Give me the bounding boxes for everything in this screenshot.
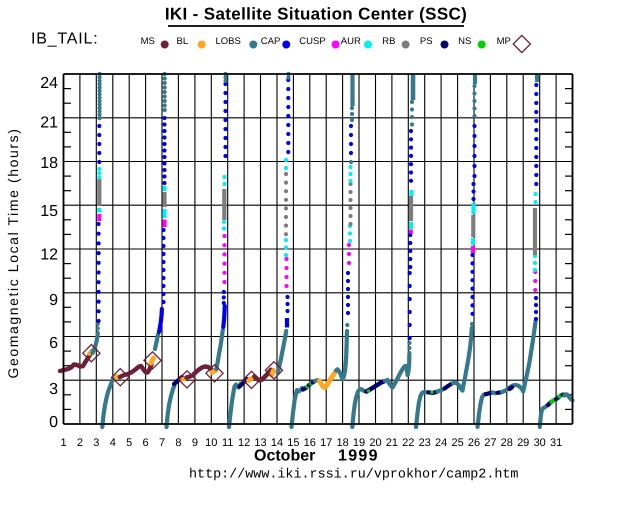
- svg-text:30: 30: [534, 437, 546, 449]
- svg-text:11: 11: [222, 437, 233, 449]
- svg-text:29: 29: [517, 437, 529, 449]
- svg-text:13: 13: [254, 437, 266, 449]
- svg-text:October: October: [254, 448, 315, 465]
- svg-text:1: 1: [60, 437, 66, 449]
- svg-text:2: 2: [77, 437, 83, 449]
- svg-text:26: 26: [468, 437, 480, 449]
- svg-text:7: 7: [159, 437, 165, 449]
- svg-text:12: 12: [238, 437, 250, 449]
- svg-text:25: 25: [451, 437, 463, 449]
- svg-text:17: 17: [320, 437, 332, 449]
- svg-text:3: 3: [49, 381, 58, 398]
- svg-text:8: 8: [175, 437, 181, 449]
- svg-text:22: 22: [402, 437, 414, 449]
- svg-text:http://www.iki.rssi.ru/vprokho: http://www.iki.rssi.ru/vprokhor/camp2.ht…: [189, 468, 518, 483]
- svg-text:1999: 1999: [338, 448, 379, 465]
- svg-text:12: 12: [40, 246, 58, 263]
- svg-text:6: 6: [49, 335, 58, 352]
- svg-text:PS: PS: [420, 36, 433, 47]
- svg-text:15: 15: [40, 203, 58, 220]
- svg-text:9: 9: [49, 292, 58, 309]
- svg-text:4: 4: [110, 437, 116, 449]
- svg-text:RB: RB: [382, 36, 395, 47]
- svg-text:23: 23: [419, 437, 431, 449]
- svg-text:IB_TAIL:: IB_TAIL:: [31, 31, 98, 48]
- svg-text:AUR: AUR: [341, 36, 361, 47]
- svg-text:Geomagnetic Local Time (hours): Geomagnetic Local Time (hours): [5, 127, 21, 378]
- svg-text:24: 24: [435, 437, 447, 449]
- svg-text:5: 5: [126, 437, 132, 449]
- svg-text:21: 21: [40, 114, 58, 131]
- svg-text:16: 16: [304, 437, 316, 449]
- svg-text:CUSP: CUSP: [299, 36, 325, 47]
- svg-text:21: 21: [386, 437, 398, 449]
- svg-text:3: 3: [93, 437, 99, 449]
- svg-text:CAP: CAP: [261, 36, 281, 47]
- svg-text:18: 18: [336, 437, 348, 449]
- svg-text:IKI - Satellite Situation Cent: IKI - Satellite Situation Center (SSC): [165, 5, 467, 24]
- svg-text:28: 28: [501, 437, 513, 449]
- svg-text:6: 6: [143, 437, 149, 449]
- svg-text:0: 0: [49, 414, 58, 431]
- svg-text:BL: BL: [177, 36, 189, 47]
- svg-text:9: 9: [192, 437, 198, 449]
- svg-text:27: 27: [484, 437, 496, 449]
- svg-text:18: 18: [40, 155, 58, 172]
- svg-text:24: 24: [40, 75, 58, 92]
- svg-text:19: 19: [353, 437, 365, 449]
- svg-text:NS: NS: [458, 36, 471, 47]
- svg-text:31: 31: [550, 437, 562, 449]
- svg-text:14: 14: [271, 437, 283, 449]
- svg-text:10: 10: [205, 437, 217, 449]
- svg-text:LOBS: LOBS: [216, 36, 241, 47]
- svg-text:20: 20: [369, 437, 381, 449]
- svg-text:MS: MS: [141, 36, 155, 47]
- svg-text:15: 15: [287, 437, 299, 449]
- svg-text:MP: MP: [497, 36, 511, 47]
